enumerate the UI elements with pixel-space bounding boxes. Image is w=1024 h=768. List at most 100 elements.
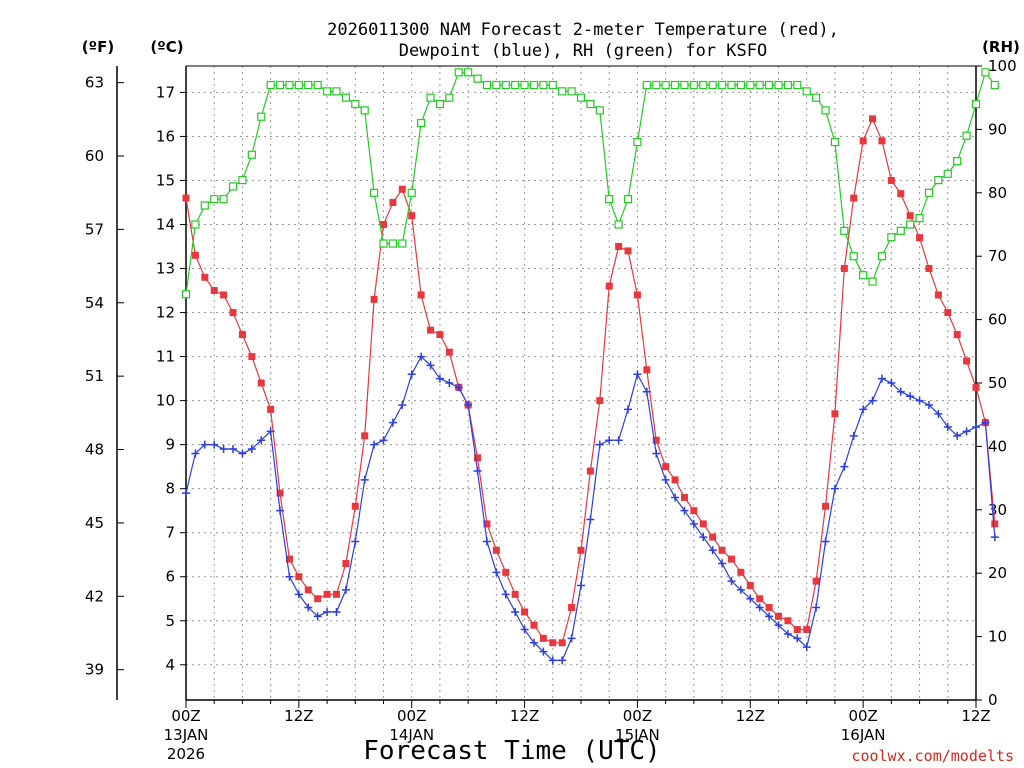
data-point: [727, 555, 735, 563]
data-point: [558, 87, 567, 96]
data-point: [548, 80, 557, 90]
celsius-tick-label: 6: [165, 568, 175, 586]
data-point: [435, 99, 445, 109]
data-point: [830, 137, 840, 147]
data-point: [934, 176, 943, 185]
data-point: [342, 560, 350, 568]
data-point: [661, 475, 670, 484]
data-point: [643, 366, 651, 374]
data-point: [511, 80, 520, 90]
data-point: [520, 625, 529, 634]
data-point: [464, 68, 473, 77]
x-tick-label: 12Z: [284, 707, 313, 725]
data-point: [661, 80, 670, 90]
data-point: [388, 418, 397, 427]
data-point: [877, 252, 887, 261]
data-point: [605, 195, 614, 204]
data-point: [464, 401, 473, 410]
data-point: [201, 273, 209, 281]
data-point: [586, 515, 595, 524]
data-point: [266, 427, 275, 436]
data-point: [962, 427, 971, 436]
data-point: [822, 502, 830, 510]
data-point: [388, 239, 398, 248]
fahrenheit-tick-label: 42: [85, 587, 104, 605]
data-point: [783, 80, 793, 90]
data-point: [869, 115, 877, 123]
series-temperature: [182, 115, 999, 647]
data-point: [868, 396, 877, 405]
data-point: [774, 80, 783, 90]
data-point: [257, 112, 266, 121]
data-point: [972, 423, 980, 432]
data-point: [332, 590, 340, 598]
data-point: [285, 555, 293, 563]
data-point: [709, 533, 717, 541]
data-point: [614, 436, 623, 445]
data-point: [482, 537, 491, 546]
series-line: [185, 117, 996, 644]
data-point: [755, 603, 764, 612]
data-point: [530, 621, 538, 629]
data-point: [690, 507, 698, 515]
data-point: [304, 80, 313, 90]
data-point: [859, 271, 868, 280]
data-point: [360, 106, 369, 115]
x-tick-date: 14JAN: [389, 726, 434, 744]
data-point: [426, 93, 435, 102]
data-point: [821, 537, 830, 546]
data-point: [341, 93, 350, 102]
data-point: [182, 489, 190, 498]
data-point: [596, 397, 604, 405]
data-point: [380, 221, 387, 228]
celsius-tick-label: 5: [165, 612, 175, 630]
data-point: [191, 220, 200, 229]
data-point: [802, 87, 811, 96]
data-point: [830, 484, 839, 493]
fahrenheit-unit-label: (ºF): [82, 38, 114, 56]
x-tick-year: 2026: [167, 745, 205, 763]
data-point: [652, 436, 660, 444]
x-tick-date: 13JAN: [164, 726, 209, 744]
data-point: [379, 239, 388, 248]
data-point: [793, 634, 802, 643]
data-point: [821, 106, 830, 115]
data-point: [765, 612, 774, 621]
data-point: [624, 405, 633, 414]
data-point: [887, 379, 896, 387]
data-point: [943, 169, 952, 178]
data-point: [427, 326, 435, 334]
data-point: [605, 282, 613, 290]
data-point: [793, 626, 801, 634]
data-point: [285, 572, 294, 581]
data-point: [764, 80, 774, 90]
data-point: [784, 617, 792, 625]
data-point: [276, 506, 285, 515]
data-point: [473, 467, 482, 476]
rh-tick-label: 80: [988, 184, 1007, 202]
data-point: [482, 80, 492, 90]
data-point: [934, 291, 942, 299]
fahrenheit-tick-label: 39: [85, 661, 104, 679]
data-point: [708, 80, 717, 90]
data-point: [474, 454, 482, 462]
data-point: [558, 656, 567, 665]
chart-title-line2: Dewpoint (blue), RH (green) for KSFO: [399, 41, 767, 61]
x-tick-label: 12Z: [961, 707, 990, 725]
data-point: [210, 440, 219, 449]
data-point: [944, 309, 952, 317]
data-point: [370, 295, 378, 303]
data-point: [586, 99, 595, 109]
data-point: [746, 582, 754, 590]
data-point: [520, 80, 529, 90]
data-point: [708, 546, 717, 555]
data-point: [247, 445, 256, 454]
x-tick-label: 12Z: [510, 707, 539, 725]
data-point: [238, 449, 247, 458]
data-point: [210, 287, 218, 295]
data-point: [605, 436, 614, 445]
data-point: [896, 226, 905, 235]
data-point: [953, 157, 962, 166]
data-point: [567, 634, 576, 643]
data-point: [407, 188, 416, 197]
